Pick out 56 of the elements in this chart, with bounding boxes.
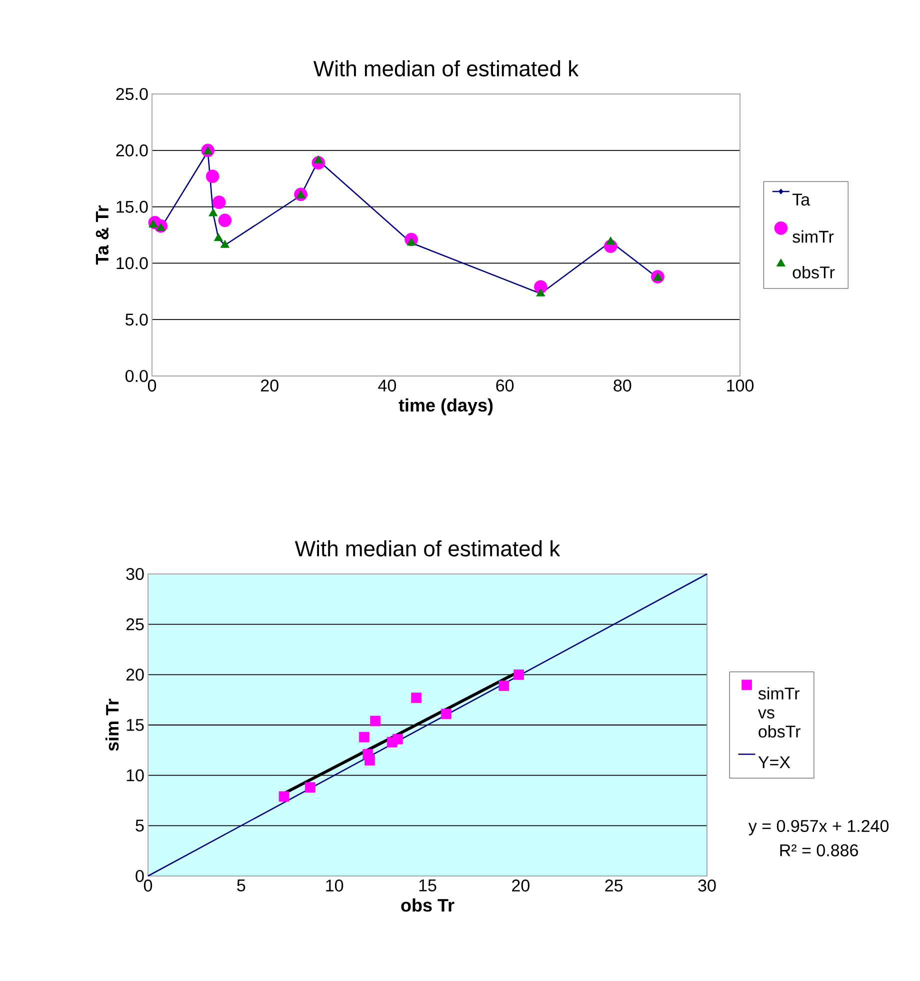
- point: [208, 208, 218, 216]
- y-tick-label: 25: [126, 618, 144, 630]
- x-tick-label: 10: [326, 880, 344, 892]
- y-tick-label: 5.0: [126, 314, 148, 326]
- point: [370, 716, 381, 726]
- y-tick-label: 0.0: [125, 370, 148, 382]
- y-tick-label: 25.0: [116, 88, 148, 100]
- x-tick-label: 60: [496, 380, 514, 392]
- x-tick-label: 15: [419, 880, 436, 892]
- legend-label: simTr: [792, 230, 834, 243]
- point: [214, 233, 223, 242]
- y-tick-label: 15: [126, 719, 144, 731]
- legend-label: obsTr: [792, 266, 835, 278]
- legend-label: Ta: [792, 194, 810, 206]
- x-tick-label: 40: [378, 380, 396, 392]
- point: [218, 214, 232, 228]
- x-axis-title: obs Tr: [401, 898, 454, 912]
- chart-title: With median of estimated k: [294, 540, 560, 556]
- legend-label: simTr vs obsTr: [758, 687, 800, 738]
- x-tick-label: 25: [605, 880, 623, 892]
- text: y = 0.957x + 1.240: [748, 820, 889, 836]
- point: [440, 708, 452, 720]
- point: [386, 736, 398, 748]
- legend-label: Y=X: [758, 756, 790, 768]
- x-axis-title: time (days): [398, 398, 493, 416]
- x-tick-label: 30: [698, 880, 716, 892]
- y-tick-label: 20.0: [116, 144, 148, 156]
- text: R² = 0.886: [780, 844, 858, 856]
- point: [536, 288, 546, 296]
- point: [364, 755, 375, 766]
- x-tick-label: 5: [237, 880, 246, 892]
- point: [206, 170, 220, 184]
- point: [358, 732, 370, 742]
- point: [278, 791, 290, 802]
- point: [411, 692, 422, 704]
- point: [514, 669, 524, 680]
- point: [220, 240, 230, 248]
- y-tick-label: 5: [136, 820, 144, 832]
- chart-title: With median of estimated k: [313, 60, 579, 76]
- x-tick-label: 100: [727, 380, 754, 392]
- point: [498, 680, 510, 691]
- point: [304, 782, 316, 793]
- y-tick-label: 20: [126, 668, 144, 681]
- x-tick-label: 80: [614, 380, 632, 392]
- y-axis-title: Ta & Tr: [96, 205, 109, 265]
- x-tick-label: 20: [261, 380, 278, 392]
- y-tick-label: 30: [126, 568, 144, 580]
- y-tick-label: 0: [136, 870, 144, 882]
- y-axis-title: sim Tr: [105, 698, 119, 751]
- y-tick-label: 10: [126, 769, 144, 782]
- y-tick-label: 15.0: [116, 200, 148, 213]
- point: [212, 196, 226, 209]
- x-tick-label: 20: [512, 880, 530, 892]
- point: [606, 236, 616, 244]
- x-tick-label: 0: [148, 380, 156, 392]
- y-tick-label: 10.0: [116, 257, 148, 270]
